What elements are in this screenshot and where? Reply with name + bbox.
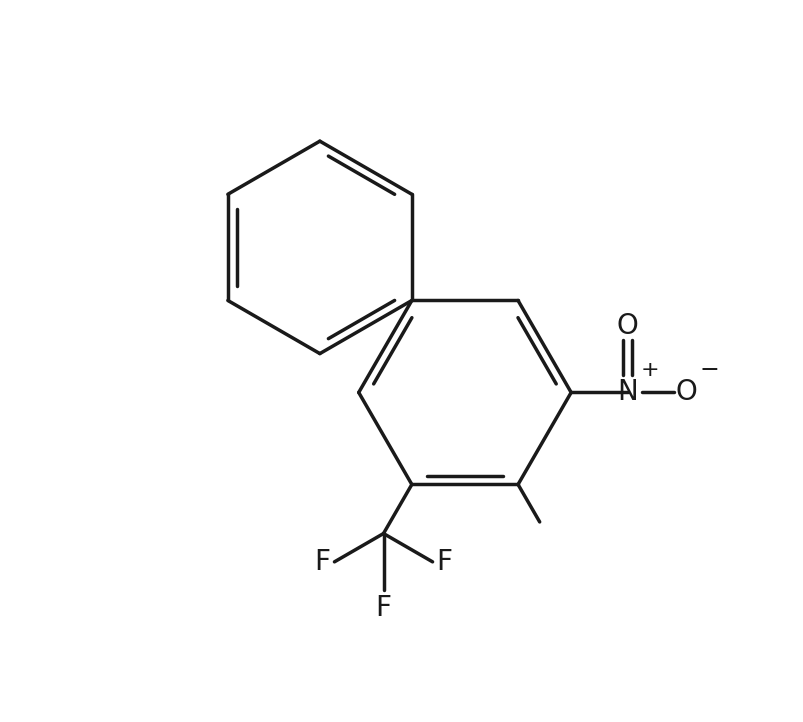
Text: F: F: [375, 594, 391, 622]
Text: −: −: [699, 358, 719, 383]
Text: +: +: [640, 360, 658, 380]
Text: F: F: [314, 548, 330, 576]
Text: O: O: [616, 313, 638, 340]
Text: F: F: [436, 548, 452, 576]
Text: N: N: [617, 378, 638, 406]
Text: O: O: [675, 378, 696, 406]
